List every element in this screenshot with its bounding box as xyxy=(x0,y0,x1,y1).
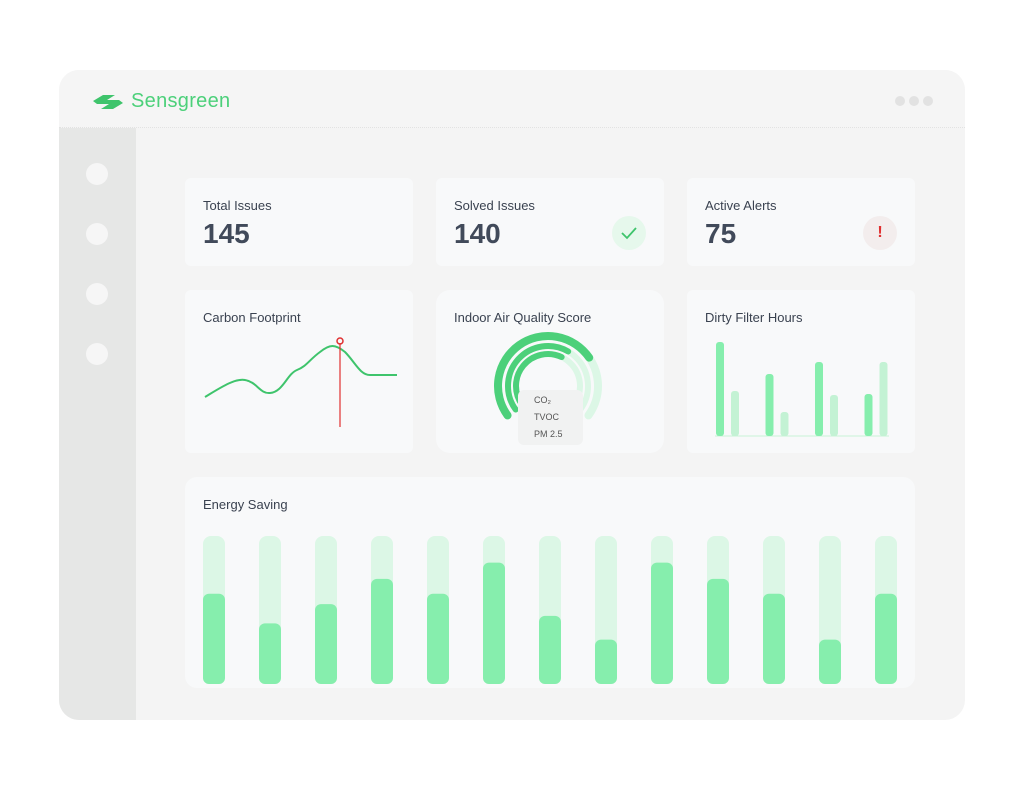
total-issues-card: Total Issues 145 xyxy=(185,178,413,266)
energy-bar xyxy=(371,578,393,684)
active-alerts-card: Active Alerts 75 ! xyxy=(687,178,915,266)
logo[interactable]: Sensgreen xyxy=(93,90,230,113)
exclamation-icon: ! xyxy=(863,216,897,250)
iaq-card: Indoor Air Quality Score CO₂ TVOC PM 2.5 xyxy=(436,290,664,453)
energy-saving-card: Energy Saving xyxy=(185,477,915,688)
filter-bar xyxy=(716,342,724,436)
card-value: 75 xyxy=(705,218,737,249)
card-title: Dirty Filter Hours xyxy=(705,310,803,325)
dirty-filter-card: Dirty Filter Hours xyxy=(687,290,915,453)
card-title: Solved Issues xyxy=(454,198,535,213)
iaq-gauge xyxy=(494,332,602,420)
card-value: 145 xyxy=(203,218,250,249)
energy-bar xyxy=(315,604,337,684)
energy-bar xyxy=(707,578,729,684)
card-title: Indoor Air Quality Score xyxy=(454,310,592,325)
energy-bar xyxy=(651,562,673,684)
legend-pm25: PM 2.5 xyxy=(534,429,563,439)
card-title: Energy Saving xyxy=(203,497,288,512)
energy-bar xyxy=(819,639,841,684)
carbon-footprint-card: Carbon Footprint xyxy=(185,290,413,453)
filter-bar xyxy=(765,374,774,436)
window-menu-button[interactable] xyxy=(895,96,933,106)
check-icon xyxy=(612,216,646,250)
energy-bar xyxy=(427,593,449,684)
energy-bar xyxy=(483,562,505,684)
solved-issues-card: Solved Issues 140 xyxy=(436,178,664,266)
app-name: Sensgreen xyxy=(131,90,231,112)
logo-icon xyxy=(93,94,123,109)
carbon-line-chart xyxy=(204,337,397,427)
header: Sensgreen xyxy=(59,70,965,128)
card-title: Carbon Footprint xyxy=(203,310,301,325)
app-window: Sensgreen Total Issues 145 Solved Issues… xyxy=(59,70,965,720)
energy-bar xyxy=(539,615,561,684)
card-title: Total Issues xyxy=(203,198,272,213)
energy-bar xyxy=(259,623,281,684)
carbon-line xyxy=(204,345,397,398)
filter-bar-chart xyxy=(715,342,889,437)
sidebar-item[interactable] xyxy=(86,343,108,365)
filter-bar-secondary xyxy=(879,362,888,436)
carbon-marker-point xyxy=(336,337,344,345)
energy-bar xyxy=(763,593,785,684)
card-value: 140 xyxy=(454,218,501,249)
filter-bar xyxy=(815,362,823,436)
card-title: Active Alerts xyxy=(705,198,777,213)
filter-bar-secondary xyxy=(780,412,789,436)
legend-co2: CO₂ xyxy=(534,395,551,405)
sidebar-item[interactable] xyxy=(86,223,108,245)
iaq-legend: CO₂ TVOC PM 2.5 xyxy=(518,390,583,445)
energy-bar xyxy=(595,639,617,684)
sidebar-item[interactable] xyxy=(86,283,108,305)
sidebar-item[interactable] xyxy=(86,163,108,185)
filter-bar-secondary xyxy=(731,391,739,436)
energy-bar-chart xyxy=(203,536,897,684)
gauge-arc xyxy=(505,343,572,413)
filter-bar-secondary xyxy=(830,395,838,436)
energy-bar xyxy=(875,593,897,684)
gauge-arc xyxy=(494,332,594,420)
legend-tvoc: TVOC xyxy=(534,412,560,422)
energy-bar xyxy=(203,593,225,684)
gauge-arc xyxy=(513,351,565,408)
filter-bar xyxy=(864,394,873,436)
sidebar xyxy=(59,128,136,720)
